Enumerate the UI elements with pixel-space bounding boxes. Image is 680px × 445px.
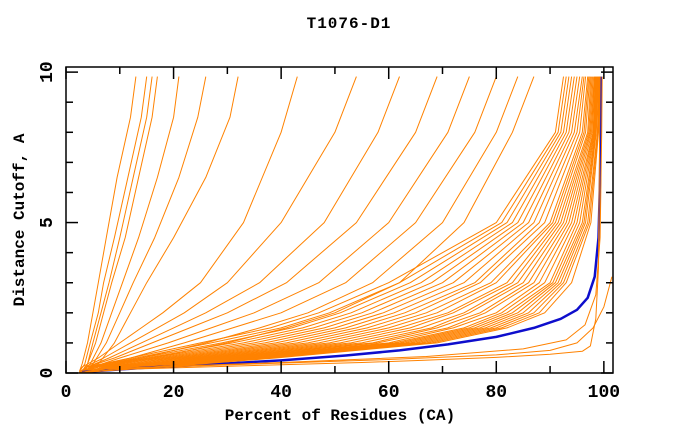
- series-model-15: [84, 76, 593, 373]
- series-model-low-2: [82, 76, 601, 373]
- series-model-mid-5: [79, 76, 470, 372]
- series-model-09: [84, 76, 585, 373]
- series-model-11: [79, 76, 589, 373]
- x-tick-label: 80: [485, 383, 507, 403]
- series-model-out-5: [81, 76, 180, 372]
- series-model-out-7: [87, 76, 239, 372]
- series-model-03: [84, 76, 570, 373]
- x-tick-label: 40: [270, 383, 292, 403]
- series-model-low-3: [82, 276, 613, 373]
- series-model-mid-4: [81, 76, 438, 372]
- x-tick-label: 60: [378, 383, 400, 403]
- chart-title: T1076-D1: [307, 15, 392, 33]
- series-model-out-1: [78, 76, 137, 372]
- series-model-28: [82, 76, 601, 373]
- series-model-07: [81, 76, 581, 373]
- series-model-out-3: [81, 76, 153, 372]
- x-axis-title: Percent of Residues (CA): [225, 407, 455, 425]
- series-model-21: [84, 76, 597, 373]
- series-model-mid-6: [81, 76, 497, 372]
- series-model-low-1: [82, 76, 603, 373]
- x-tick-label: 20: [163, 383, 185, 403]
- series-model-25: [82, 76, 599, 373]
- y-tick-label: 0: [38, 368, 58, 379]
- series-model-mid-8: [81, 76, 535, 372]
- series-highlighted-model: [82, 76, 603, 373]
- series-model-19: [82, 76, 596, 373]
- plot-border: [65, 66, 614, 374]
- series-model-out-6: [84, 76, 207, 372]
- series-model-17: [79, 76, 595, 373]
- series-model-out-2: [78, 76, 148, 372]
- series-model-27: [84, 76, 601, 373]
- series-model-mid-3: [79, 76, 400, 372]
- series-model-13: [82, 76, 591, 373]
- series-model-mid-1: [78, 76, 298, 372]
- x-tick-label: 100: [588, 383, 620, 403]
- y-axis-title: Distance Cutoff, A: [11, 133, 29, 306]
- y-tick-label: 5: [38, 217, 58, 228]
- x-tick-label: 0: [61, 383, 72, 403]
- series-layer: [78, 76, 613, 373]
- series-model-mid-7: [79, 76, 519, 372]
- axes-layer: 0 20 40 60 80 100 0 5 10: [38, 61, 620, 403]
- series-model-out-4: [81, 76, 158, 372]
- series-model-01: [81, 76, 564, 373]
- y-tick-label: 10: [38, 61, 58, 83]
- series-model-23: [79, 76, 598, 373]
